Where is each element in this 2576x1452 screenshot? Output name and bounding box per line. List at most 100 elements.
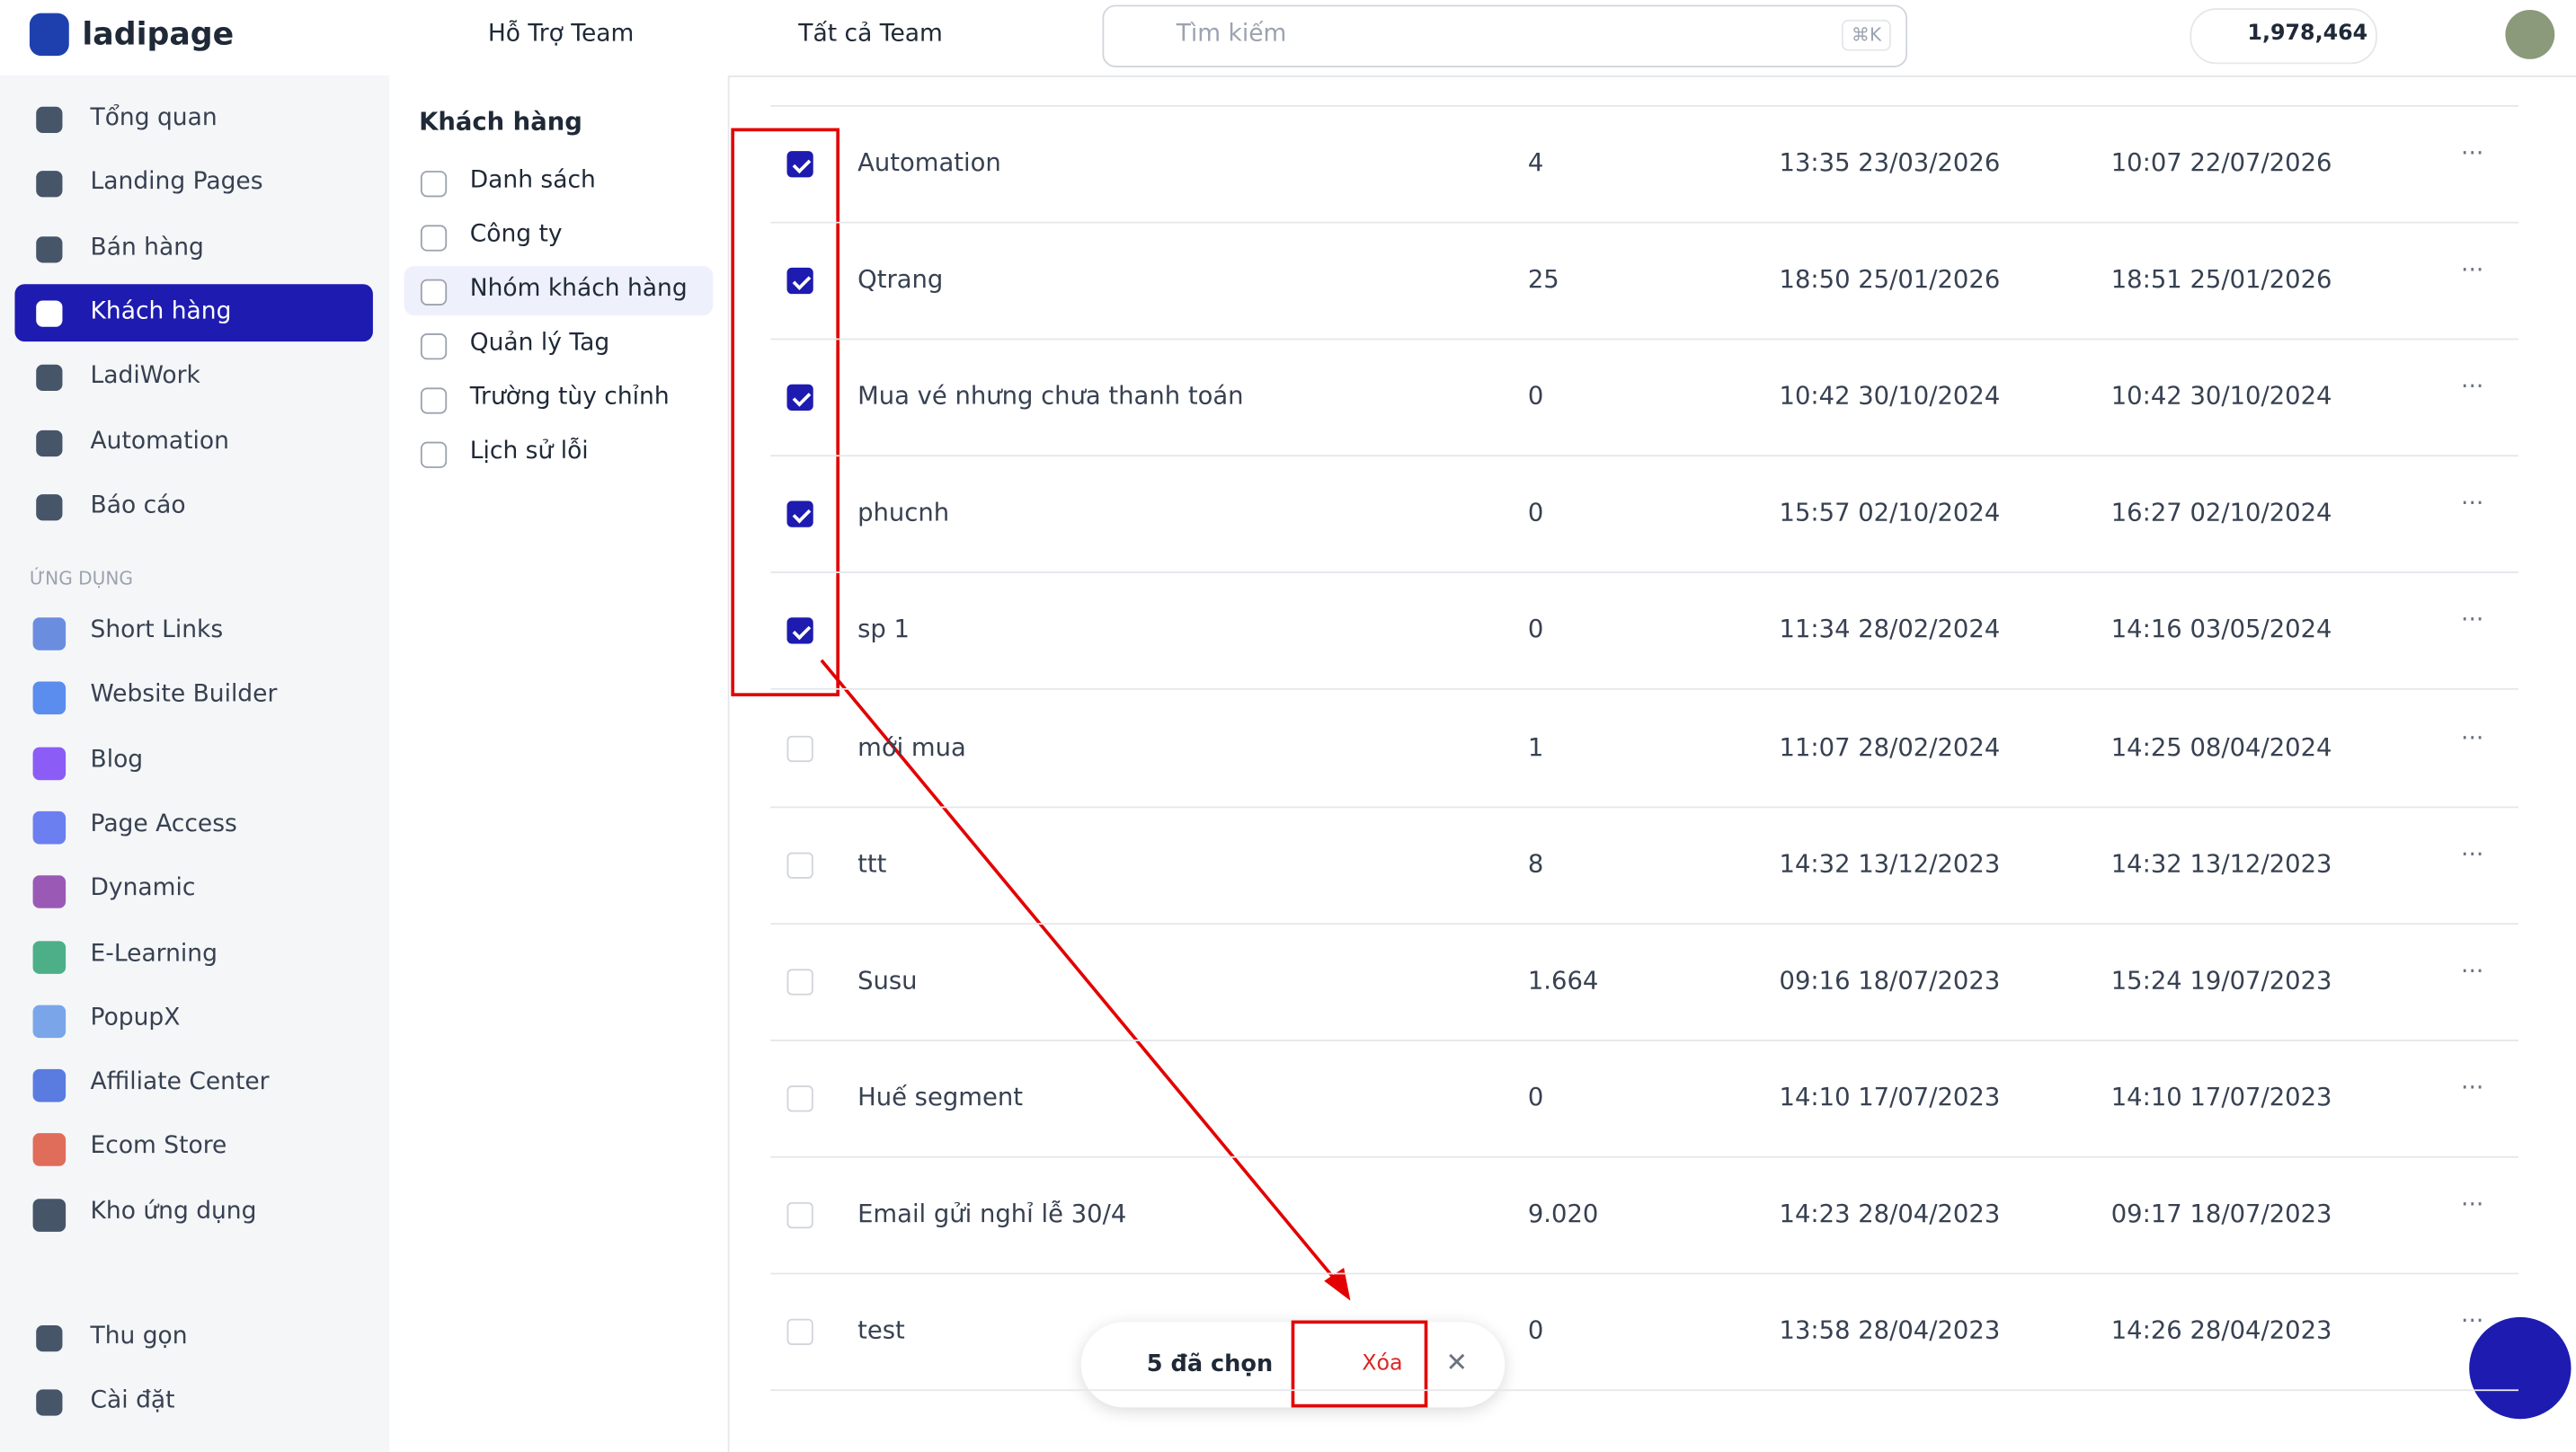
- submenu-icon: [420, 333, 448, 360]
- row-checkbox[interactable]: [786, 151, 813, 178]
- row-menu[interactable]: ···: [2461, 958, 2484, 986]
- row-menu[interactable]: ···: [2461, 1191, 2484, 1219]
- row-checkbox[interactable]: [786, 617, 813, 645]
- row-checkbox[interactable]: [786, 501, 813, 528]
- customer-count: 9.020: [1527, 1199, 1599, 1228]
- app-item[interactable]: PopupX: [90, 1005, 181, 1031]
- nav-icon: [36, 235, 63, 262]
- table-top-line: [770, 104, 2519, 107]
- app-icon: [32, 1005, 67, 1038]
- group-name: phucnh: [857, 498, 950, 528]
- app-item[interactable]: Ecom Store: [90, 1133, 227, 1161]
- nav-item[interactable]: Landing Pages: [90, 169, 263, 197]
- nav-icon: [36, 106, 63, 134]
- search-box[interactable]: [1102, 4, 1908, 67]
- group-name: mới mua: [857, 731, 966, 762]
- team-filter[interactable]: Tất cả Team: [798, 21, 943, 49]
- group-name: test: [857, 1315, 905, 1345]
- submenu-item[interactable]: Nhóm khách hàng: [469, 276, 688, 303]
- created-at: 18:50 25/01/2026: [1779, 264, 2001, 295]
- created-at: 10:42 30/10/2024: [1779, 381, 2001, 412]
- row-menu[interactable]: ···: [2461, 1308, 2484, 1336]
- app-item[interactable]: E-Learning: [90, 940, 218, 967]
- row-checkbox[interactable]: [786, 968, 813, 996]
- submenu-item[interactable]: Công ty: [469, 221, 563, 248]
- close-selection[interactable]: ✕: [1445, 1346, 1468, 1378]
- row-checkbox[interactable]: [786, 1318, 813, 1345]
- app-item[interactable]: Page Access: [90, 810, 237, 837]
- app-icon: [32, 1198, 67, 1232]
- row-menu[interactable]: ···: [2461, 724, 2484, 752]
- balance: 1,978,464: [2247, 21, 2368, 47]
- app-item[interactable]: Short Links: [90, 617, 224, 644]
- submenu-item[interactable]: Lịch sử lỗi: [469, 438, 589, 465]
- nav-item[interactable]: Khách hàng: [90, 298, 232, 325]
- section-label: ỨNG DỤNG: [29, 568, 133, 590]
- updated-at: 14:25 08/04/2024: [2110, 731, 2332, 762]
- row-menu[interactable]: ···: [2461, 491, 2484, 518]
- app-item[interactable]: Dynamic: [90, 875, 196, 902]
- customer-count: 1.664: [1527, 965, 1599, 996]
- row-checkbox[interactable]: [786, 1085, 813, 1112]
- nav-item[interactable]: Bán hàng: [90, 234, 204, 261]
- nav-item[interactable]: Báo cáo: [90, 491, 186, 519]
- row-menu[interactable]: ···: [2461, 141, 2484, 168]
- app-icon: [32, 810, 67, 845]
- created-at: 15:57 02/10/2024: [1779, 498, 2001, 528]
- nav-item[interactable]: LadiWork: [90, 363, 200, 390]
- avatar[interactable]: [2505, 9, 2555, 59]
- nav-icon: [36, 365, 63, 392]
- row-menu[interactable]: ···: [2461, 841, 2484, 869]
- group-name: Susu: [857, 965, 918, 996]
- row-divider: [770, 571, 2519, 574]
- customer-count: 8: [1527, 848, 1544, 879]
- created-at: 13:58 28/04/2023: [1779, 1315, 2001, 1345]
- nav-icon: [36, 429, 63, 456]
- submenu-icon: [420, 387, 448, 414]
- app-item[interactable]: Website Builder: [90, 682, 278, 709]
- submenu-icon: [420, 279, 448, 305]
- app-icon: [32, 682, 67, 715]
- nav-item[interactable]: Automation: [90, 428, 229, 455]
- app-icon: [32, 1133, 67, 1167]
- updated-at: 15:24 19/07/2023: [2110, 965, 2332, 996]
- submenu-title: Khách hàng: [419, 106, 582, 137]
- row-checkbox[interactable]: [786, 1201, 813, 1228]
- row-menu[interactable]: ···: [2461, 1075, 2484, 1102]
- row-checkbox[interactable]: [786, 734, 813, 762]
- nav-item[interactable]: Tổng quan: [90, 104, 218, 132]
- footer-item[interactable]: Cài đặt: [90, 1388, 175, 1415]
- created-at: 13:35 23/03/2026: [1779, 147, 2001, 178]
- balance-pill[interactable]: [2190, 8, 2377, 65]
- customer-count: 0: [1527, 498, 1544, 528]
- app-item[interactable]: Blog: [90, 746, 144, 774]
- chat-button[interactable]: [2469, 1316, 2572, 1420]
- search-placeholder: Tìm kiếm: [1176, 21, 1287, 49]
- row-menu[interactable]: ···: [2461, 608, 2484, 635]
- footer-icon: [36, 1389, 63, 1417]
- updated-at: 14:32 13/12/2023: [2110, 848, 2332, 879]
- row-checkbox[interactable]: [786, 851, 813, 879]
- row-checkbox[interactable]: [786, 268, 813, 295]
- app-item[interactable]: Kho ứng dụng: [90, 1198, 257, 1225]
- selection-count: 5 đã chọn: [1146, 1351, 1274, 1378]
- row-checkbox[interactable]: [786, 385, 813, 412]
- footer-item[interactable]: Thu gọn: [90, 1324, 188, 1350]
- updated-at: 10:07 22/07/2026: [2110, 147, 2332, 178]
- submenu-item[interactable]: Danh sách: [469, 167, 596, 194]
- submenu-item[interactable]: Trường tùy chỉnh: [469, 384, 670, 411]
- delete-button[interactable]: Xóa: [1362, 1351, 1403, 1377]
- team-select[interactable]: Hỗ Trợ Team: [487, 21, 635, 49]
- nav-icon: [36, 171, 63, 198]
- created-at: 14:32 13/12/2023: [1779, 848, 2001, 879]
- row-divider: [770, 688, 2519, 691]
- row-menu[interactable]: ···: [2461, 375, 2484, 402]
- row-menu[interactable]: ···: [2461, 258, 2484, 285]
- footer-icon: [36, 1325, 63, 1352]
- submenu-item[interactable]: Quản lý Tag: [469, 330, 610, 357]
- app-item[interactable]: Affiliate Center: [90, 1069, 270, 1096]
- row-divider: [770, 1272, 2519, 1275]
